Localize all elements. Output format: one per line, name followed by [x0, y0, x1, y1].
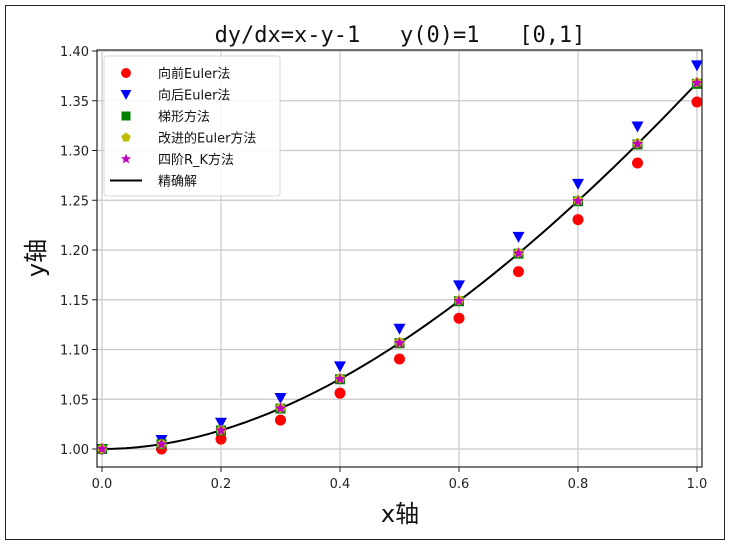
y-tick-label: 1.20 — [60, 244, 89, 259]
legend-item: 改进的Euler方法 — [121, 131, 256, 147]
legend-item: 四阶R_K方法 — [120, 152, 234, 168]
x-tick-label: 0.4 — [330, 477, 351, 492]
legend-label: 向后Euler法 — [158, 88, 230, 104]
x-axis-label: x轴 — [381, 500, 419, 528]
legend-item: 梯形方法 — [121, 109, 210, 125]
y-tick-label: 1.05 — [60, 393, 89, 408]
x-tick-label: 0.2 — [211, 477, 232, 492]
y-tick-label: 1.30 — [60, 145, 89, 160]
legend-label: 四阶R_K方法 — [158, 152, 234, 168]
y-tick-label: 1.00 — [60, 443, 89, 458]
y-tick-label: 1.15 — [60, 294, 89, 309]
legend-item: 向后Euler法 — [120, 88, 230, 104]
y-tick-label: 1.40 — [60, 45, 89, 60]
y-tick-label: 1.25 — [60, 194, 89, 209]
x-tick-label: 0.6 — [449, 477, 470, 492]
data-series — [96, 60, 703, 455]
legend-item: 精确解 — [110, 175, 197, 190]
y-axis-label: y轴 — [22, 239, 50, 277]
y-tick-label: 1.35 — [60, 95, 89, 110]
plot-area — [96, 49, 703, 468]
x-tick-label: 1.0 — [687, 477, 708, 492]
legend-item: 向前Euler法 — [121, 66, 230, 82]
figure-border — [5, 5, 725, 540]
legend-label: 梯形方法 — [158, 109, 210, 125]
x-tick-label: 0.0 — [92, 477, 113, 492]
series-star — [96, 76, 703, 454]
legend-label: 向前Euler法 — [158, 66, 230, 82]
y-tick-label: 1.10 — [60, 344, 89, 359]
chart-title: dy/dx=x-y-1 y(0)=1 [0,1] — [215, 23, 586, 48]
x-tick-label: 0.8 — [568, 477, 589, 492]
legend-label: 精确解 — [158, 175, 197, 190]
axis-ticks: 0.0 0.2 0.4 0.6 0.8 1.0 1.00 1.05 1.10 1.15 1.20 1.… — [60, 45, 707, 492]
legend-label: 改进的Euler方法 — [158, 131, 256, 147]
